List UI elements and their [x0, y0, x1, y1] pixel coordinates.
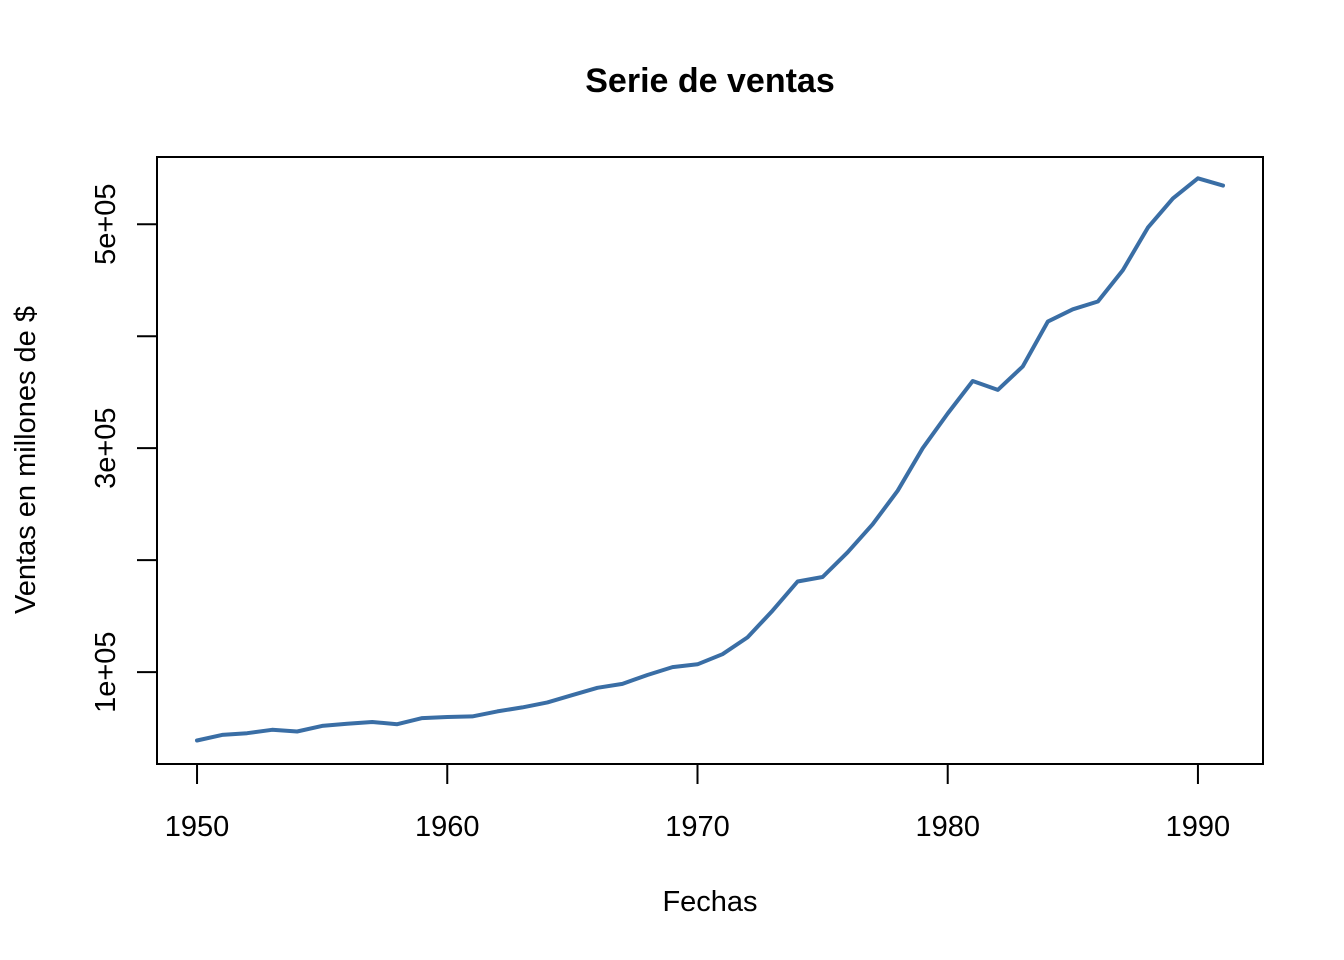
x-tick-label: 1990 [1166, 811, 1231, 843]
x-tick-label: 1950 [165, 811, 230, 843]
x-tick-label: 1960 [415, 811, 480, 843]
series-line [195, 176, 1225, 743]
plot-frame [156, 156, 1264, 765]
y-axis: 1e+05 3e+05 5e+05 [90, 183, 158, 713]
chart-title: Serie de ventas [585, 62, 834, 100]
series-layer [195, 176, 1225, 743]
y-tick-label: 5e+05 [90, 183, 122, 264]
x-tick-label: 1970 [665, 811, 730, 843]
y-axis-label: Ventas en millones de $ [10, 306, 42, 614]
y-tick-label: 3e+05 [90, 407, 122, 488]
x-axis-label: Fechas [662, 886, 757, 918]
x-tick-label: 1980 [915, 811, 980, 843]
x-axis: 1950 1960 1970 1980 1990 [165, 763, 1231, 843]
y-tick-label: 1e+05 [90, 631, 122, 712]
